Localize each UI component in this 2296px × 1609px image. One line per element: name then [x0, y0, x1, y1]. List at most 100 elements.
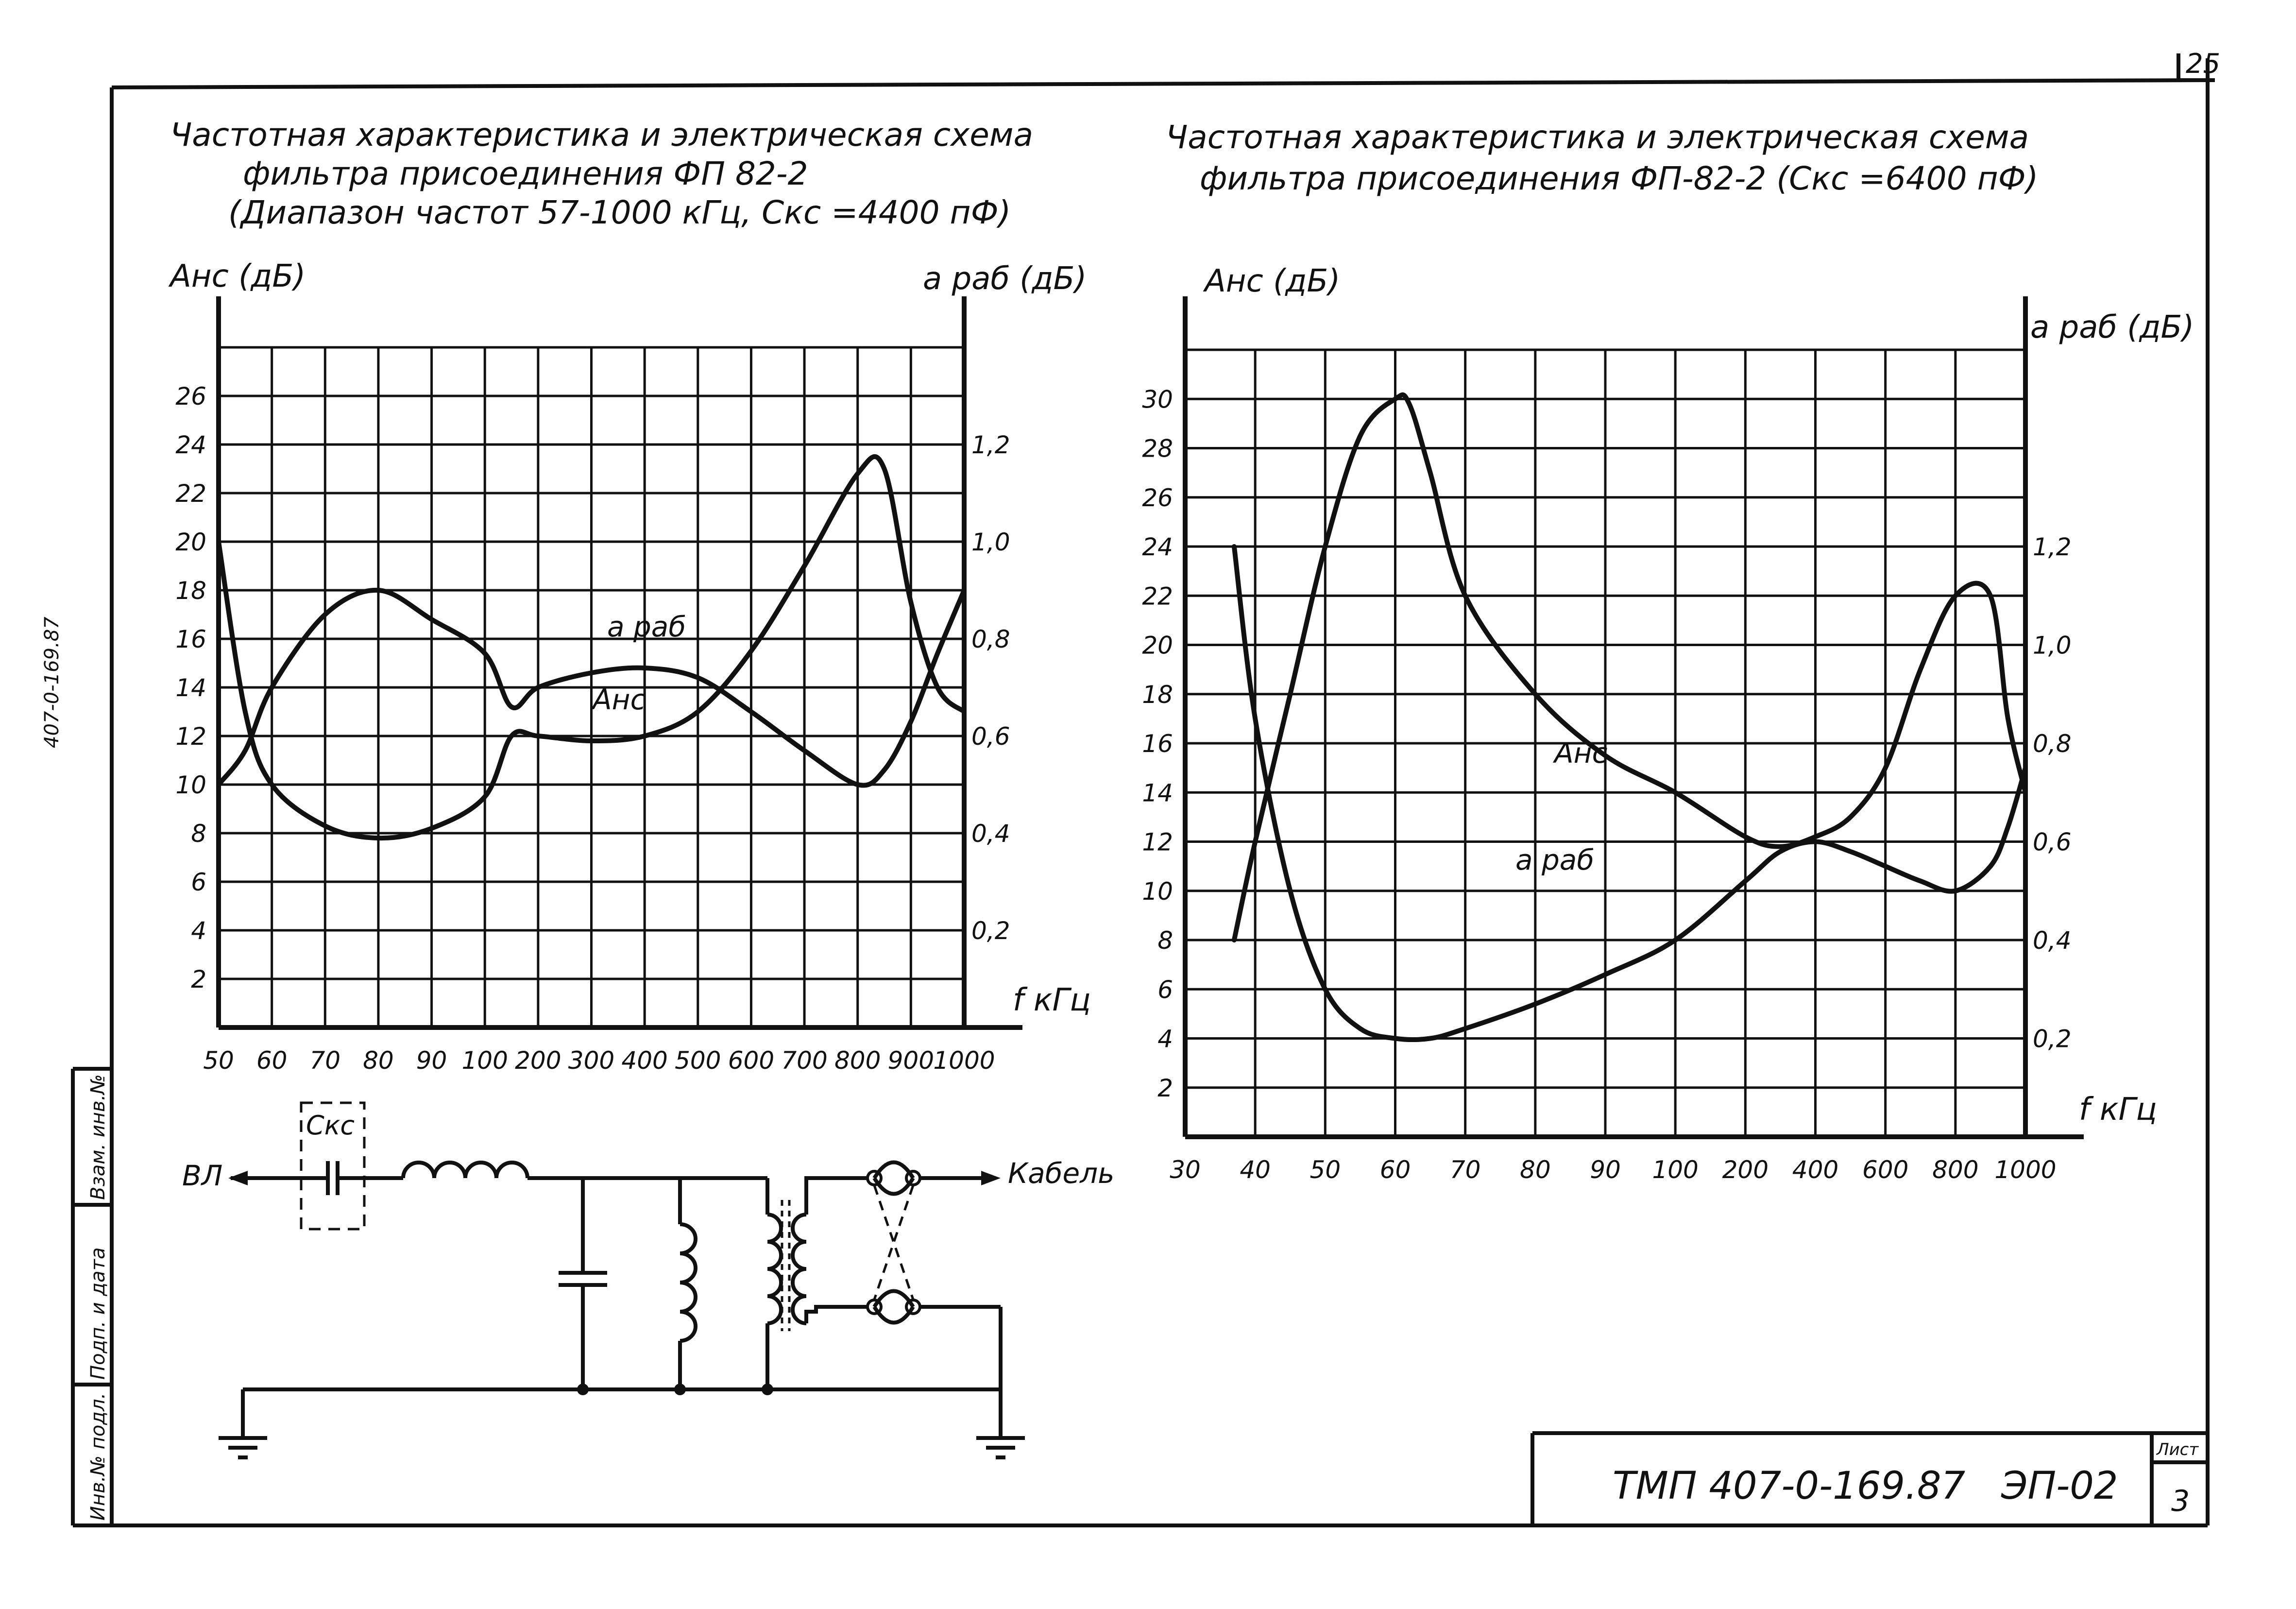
y-tick-label-left: 10 — [1142, 877, 1173, 906]
x-axis-label: f кГц — [1013, 982, 1091, 1018]
cable-label: Кабель — [1008, 1157, 1114, 1190]
x-tick-label: 900 — [888, 1046, 934, 1075]
y-tick-label-right: 0,2 — [971, 917, 1010, 945]
cable-arrow-icon — [920, 1171, 1001, 1185]
side-code: 407-0-169.87 — [41, 616, 63, 748]
y-tick-label-left: 12 — [175, 722, 206, 751]
shunt-inductor-icon — [678, 1178, 697, 1389]
y-tick-label-right: 0,6 — [2033, 828, 2072, 856]
x-axis-label: f кГц — [2079, 1092, 2157, 1128]
switch-jumper-icon — [866, 1160, 921, 1325]
y-tick-label-left: 28 — [1142, 435, 1173, 463]
y-tick-label-right: 1,2 — [2033, 533, 2072, 561]
side-label-inv: Инв.№ подл. — [87, 1393, 109, 1521]
y-tick-label-left: 16 — [1142, 730, 1173, 758]
y-tick-label-left: 6 — [191, 868, 206, 896]
y-tick-label-right: 1,0 — [971, 528, 1010, 556]
y-tick-label-left: 10 — [175, 771, 206, 799]
y-tick-label-left: 18 — [1142, 681, 1173, 709]
x-tick-label: 400 — [1792, 1156, 1838, 1184]
series-line-ans — [216, 454, 967, 841]
chart-grid — [1184, 348, 2027, 1137]
sheet-frame: 25 — [73, 48, 2220, 1527]
y-tick-label-left: 2 — [1157, 1074, 1173, 1102]
x-tick-label: 100 — [1652, 1156, 1698, 1184]
x-tick-label: 500 — [675, 1046, 721, 1075]
left-title-line2: фильтра присоединения ФП 82-2 — [243, 155, 808, 192]
y-tick-label-right: 1,2 — [971, 431, 1010, 459]
chart-grid — [217, 346, 966, 1027]
series-line-ans — [1231, 392, 2028, 942]
y-axis-label-left: Анс (дБ) — [1203, 263, 1340, 299]
stamp-sheet-number: 3 — [2171, 1484, 2190, 1518]
x-tick-label: 80 — [1520, 1156, 1551, 1184]
stamp-block: ТМП 407-0-169.87 ЭП-02 Лист 3 — [1531, 1431, 2208, 1525]
y-tick-label-right: 0,8 — [2033, 730, 2072, 758]
series-line-a-rab — [216, 587, 967, 788]
y-tick-label-left: 26 — [1142, 484, 1173, 512]
left-title-line3: (Диапазон частот 57-1000 кГц, Скс =4400 … — [228, 194, 1011, 231]
stamp-code: ТМП 407-0-169.87 — [1613, 1464, 1965, 1508]
x-tick-label: 40 — [1240, 1156, 1271, 1184]
side-label-sign: Подп. и дата — [87, 1248, 109, 1380]
y-tick-label-left: 22 — [1142, 582, 1173, 610]
y-tick-label-left: 16 — [175, 625, 206, 653]
left-title: Частотная характеристика и электрическая… — [170, 116, 1033, 231]
left-title-line1: Частотная характеристика и электрическая… — [170, 116, 1033, 154]
y-tick-label-left: 24 — [1142, 533, 1173, 561]
x-tick-label: 50 — [203, 1046, 234, 1075]
x-tick-label: 600 — [1862, 1156, 1908, 1184]
x-tick-label: 800 — [1932, 1156, 1978, 1184]
chart-axes — [216, 296, 1022, 1030]
vl-arrow-icon — [228, 1171, 311, 1185]
y-tick-label-left: 30 — [1142, 385, 1173, 413]
y-axis-label-left: Анс (дБ) — [168, 258, 306, 294]
series-label: а раб — [1515, 843, 1594, 876]
x-tick-label: 600 — [728, 1046, 774, 1075]
y-tick-label-left: 2 — [191, 965, 206, 993]
ground-icon-right — [976, 1436, 1025, 1459]
y-tick-label-left: 4 — [191, 917, 206, 945]
series-inductor-icon — [401, 1161, 529, 1179]
vl-label: ВЛ — [182, 1159, 222, 1192]
x-tick-label: 200 — [1722, 1156, 1769, 1184]
stamp-sheet-label: Лист — [2156, 1440, 2199, 1459]
y-tick-label-right: 1,0 — [2033, 632, 2072, 660]
x-tick-label: 700 — [781, 1046, 827, 1075]
y-tick-label-left: 18 — [175, 577, 206, 605]
right-title-line2: фильтра присоединения ФП-82-2 (Скс =6400… — [1200, 160, 2038, 197]
side-strip: Инв.№ подл. Подп. и дата Взам. инв.№ 407… — [41, 616, 112, 1525]
x-tick-label: 800 — [834, 1046, 881, 1075]
series-label: а раб — [607, 610, 686, 643]
y-tick-label-left: 24 — [175, 431, 206, 459]
cap-dashed-box — [300, 1101, 366, 1231]
chart-right: 30 40 50 60 70 80 90 100 200 400 600 800 10002468101… — [1142, 263, 2194, 1184]
y-tick-label-left: 8 — [1157, 926, 1173, 955]
y-axis-label-right: а раб (дБ) — [923, 261, 1087, 297]
x-tick-label: 90 — [1590, 1156, 1621, 1184]
x-tick-label: 80 — [363, 1046, 394, 1075]
page-corner-number: 25 — [2186, 48, 2220, 80]
stamp-sheet-code: ЭП-02 — [2001, 1464, 2118, 1508]
x-tick-label: 50 — [1310, 1156, 1341, 1184]
x-tick-label: 60 — [1380, 1156, 1411, 1184]
y-axis-label-right: а раб (дБ) — [2030, 309, 2194, 345]
cap-label: Скс — [306, 1110, 355, 1141]
y-tick-label-left: 12 — [1142, 828, 1173, 856]
right-title-line1: Частотная характеристика и электрическая… — [1166, 119, 2029, 156]
y-tick-label-left: 20 — [175, 528, 206, 556]
series-line-a-rab — [1231, 544, 2028, 1043]
x-tick-label: 1000 — [1994, 1156, 2056, 1184]
y-tick-label-left: 20 — [1142, 632, 1173, 660]
y-tick-label-right: 0,4 — [971, 820, 1010, 848]
series-label: Анс — [1552, 736, 1608, 770]
y-tick-label-left: 8 — [191, 820, 206, 848]
x-tick-label: 60 — [256, 1046, 288, 1075]
y-tick-label-left: 6 — [1157, 976, 1173, 1004]
y-tick-label-right: 0,4 — [2033, 926, 2072, 955]
y-tick-label-right: 0,6 — [971, 722, 1010, 751]
chart-axes — [1183, 296, 2084, 1139]
ground-icon-left — [219, 1436, 267, 1459]
x-tick-label: 90 — [416, 1046, 447, 1075]
